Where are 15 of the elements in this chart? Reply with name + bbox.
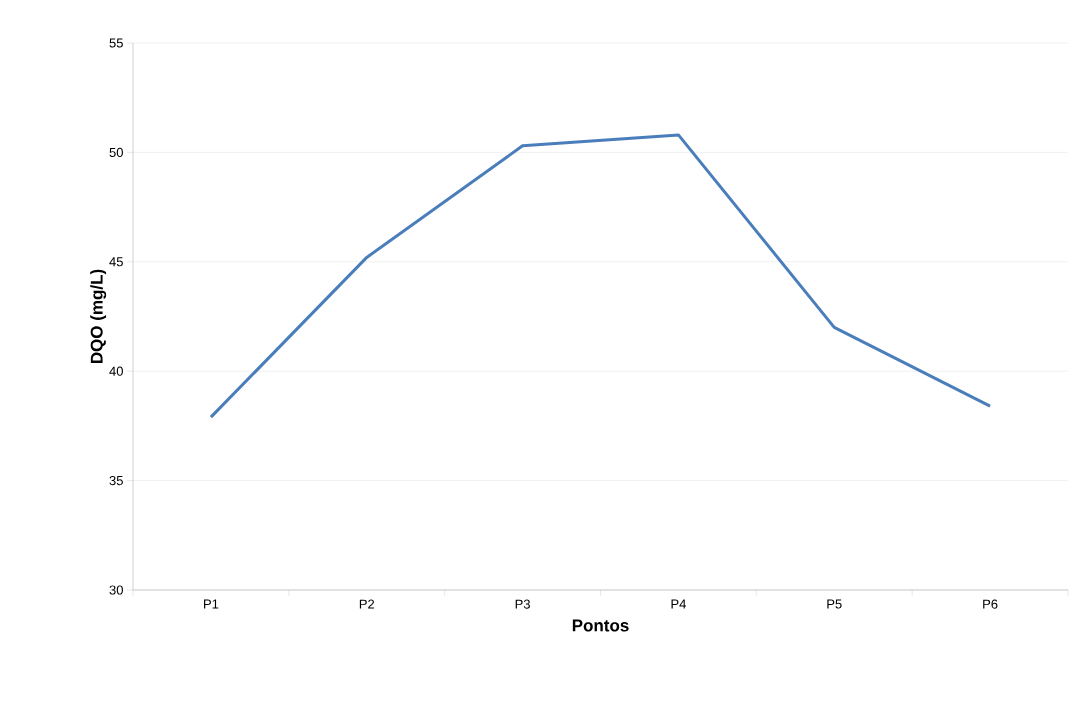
line-series xyxy=(209,133,992,419)
y-tick-label: 55 xyxy=(109,38,123,48)
x-tick-label: P4 xyxy=(671,599,686,609)
x-tick-label: P1 xyxy=(204,599,219,609)
y-axis-title: DQO (mg/L) xyxy=(90,269,107,364)
y-tick-label: 40 xyxy=(109,366,123,376)
x-tick-label: P6 xyxy=(983,599,998,609)
x-axis-title: Pontos xyxy=(572,619,629,632)
y-tick-label: 45 xyxy=(109,257,123,267)
x-tick-label: P3 xyxy=(515,599,530,609)
y-tick-label: 35 xyxy=(109,475,123,486)
x-tick-label: P5 xyxy=(827,599,842,609)
x-tick-label: P2 xyxy=(359,599,375,609)
y-tick-label: 50 xyxy=(109,147,123,157)
y-tick-label: 30 xyxy=(109,585,123,595)
